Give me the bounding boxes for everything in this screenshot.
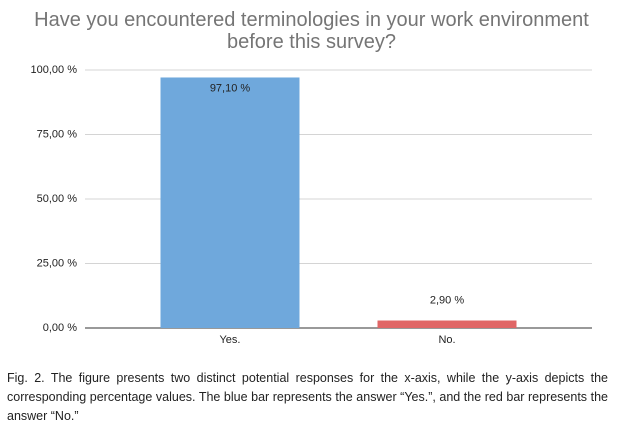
value-label: 97,10 % [210, 82, 251, 94]
y-tick-label: 0,00 % [43, 322, 77, 334]
y-tick-label: 50,00 % [37, 193, 78, 205]
caption: Fig. 2. The figure presents two distinct… [7, 371, 608, 423]
chart-title: Have you encountered terminologies in yo… [34, 9, 589, 53]
y-tick-label: 25,00 % [37, 257, 78, 269]
bar [160, 77, 300, 329]
y-tick-label: 75,00 % [37, 128, 78, 140]
bar [377, 320, 517, 328]
y-tick-label: 100,00 % [31, 64, 78, 76]
x-tick-label: No. [438, 334, 455, 346]
value-label: 2,90 % [430, 294, 464, 306]
x-tick-label: Yes. [219, 334, 240, 346]
